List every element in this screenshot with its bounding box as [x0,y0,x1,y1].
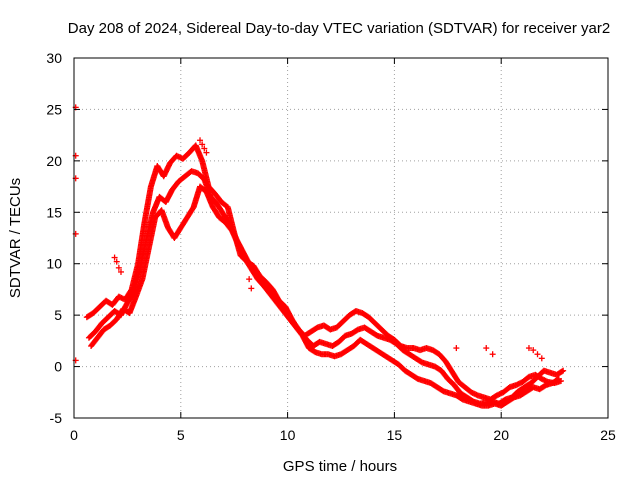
data-point [201,145,208,152]
x-tick-label: 10 [280,427,296,443]
data-point [199,141,206,148]
data-point [538,355,545,362]
y-tick-label: 20 [46,153,62,169]
data-point [203,149,210,156]
data-point [197,137,204,144]
plot-frame [73,57,609,419]
x-axis-label: GPS time / hours [283,458,397,475]
data-point [489,351,496,358]
data-points [72,104,567,409]
x-tick-label: 5 [177,427,185,443]
data-point [117,268,124,275]
y-tick-label: -5 [50,410,63,426]
x-tick-label: 20 [493,427,509,443]
data-point [483,345,490,352]
data-point [246,276,253,283]
data-point [534,351,541,358]
data-point [555,375,562,382]
y-axis-label: SDTVAR / TECUs [7,178,24,298]
chart-title: Day 208 of 2024, Sidereal Day-to-day VTE… [68,20,610,37]
axis-ticks: 0 5 10 15 20 25 -5 0 5 10 15 20 25 30 [46,50,616,443]
data-point [113,258,120,265]
data-point [248,285,255,292]
y-tick-label: 0 [54,359,62,375]
data-point [453,345,460,352]
data-point [560,367,567,374]
data-point [525,345,532,352]
y-tick-label: 15 [46,204,62,220]
data-point [554,376,561,383]
x-tick-label: 25 [600,427,616,443]
y-tick-label: 10 [46,256,62,272]
y-tick-label: 25 [46,101,62,117]
data-point [115,264,122,271]
x-tick-label: 15 [387,427,403,443]
y-tick-label: 5 [54,307,62,323]
data-point [559,368,566,375]
y-tick-label: 30 [46,50,62,66]
x-tick-label: 0 [70,427,78,443]
data-point [111,254,118,261]
data-point [530,347,537,354]
